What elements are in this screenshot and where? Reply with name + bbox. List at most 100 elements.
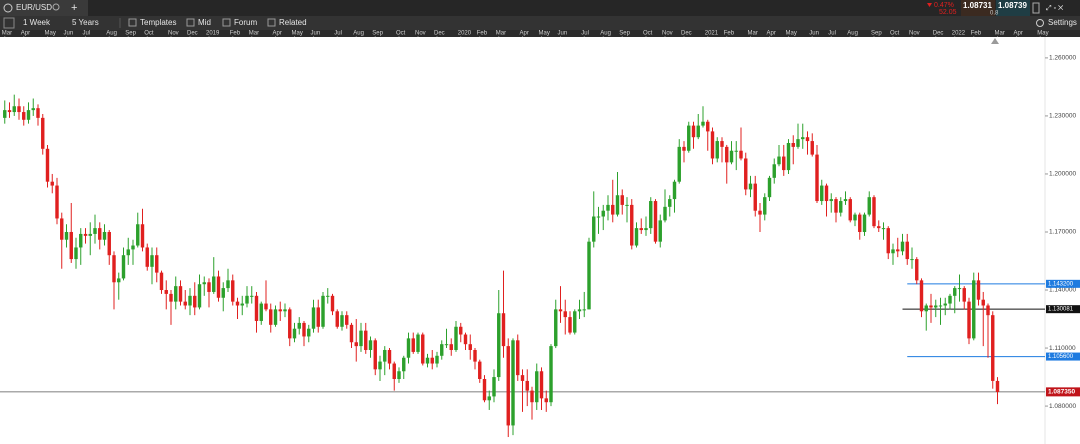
candle-body [202, 282, 206, 285]
level-label: 1.143200 [1048, 281, 1074, 287]
ask-box[interactable] [996, 0, 1030, 16]
candle-body [131, 245, 135, 250]
candle-body [93, 228, 97, 234]
candle-body [121, 255, 126, 279]
x-tick-label: Feb [971, 31, 982, 37]
candle-body [786, 143, 791, 171]
candle-body [159, 272, 164, 291]
candle-body [421, 334, 425, 364]
candle-body [896, 249, 900, 252]
candle-body [354, 342, 358, 347]
x-tick-label: Sep [619, 31, 630, 37]
candle-body [468, 344, 472, 350]
toolbar-item[interactable]: Related [279, 18, 307, 27]
y-tick-label: 1.170000 [1049, 229, 1076, 236]
candle-body [397, 371, 401, 380]
candle-body [881, 228, 886, 230]
candle-body [943, 303, 947, 306]
candle-body [820, 185, 824, 202]
candle-body [64, 231, 69, 240]
level-label: 1.105600 [1048, 354, 1074, 360]
candle-body [283, 309, 287, 312]
candle-body [953, 288, 957, 296]
candle-body [193, 295, 197, 308]
candle-body [777, 156, 781, 165]
candle-body [758, 210, 762, 215]
last-price-label: 1.087350 [1048, 389, 1075, 396]
candle-body [440, 344, 444, 356]
layout-icon[interactable] [1032, 2, 1040, 14]
candle-body [829, 199, 833, 202]
x-tick-label: Dec [681, 31, 692, 37]
toolbar-item[interactable]: Forum [234, 18, 257, 27]
candle-body [877, 226, 881, 229]
x-tick-label: May [786, 31, 797, 37]
toolbar-item[interactable]: Mid [198, 18, 211, 27]
candle-body [843, 199, 848, 202]
ask[interactable]: 1.08739 [998, 1, 1027, 10]
x-tick-label: Nov [415, 31, 426, 37]
candle-body [691, 125, 696, 138]
toolbar-item[interactable]: Templates [140, 18, 176, 27]
candle-body [549, 346, 553, 403]
candle-body [178, 286, 183, 302]
bid[interactable]: 1.08731 [963, 1, 992, 10]
item-icon[interactable] [267, 18, 276, 27]
candle-body [3, 110, 7, 118]
symbol-icon [3, 3, 13, 13]
window-controls[interactable]: ⤢ ▫ ✕ [1046, 5, 1064, 12]
x-tick-label: Jun [64, 31, 74, 37]
candle-body [962, 288, 966, 302]
candle-body [706, 121, 710, 132]
candle-body [292, 328, 297, 339]
candle-body [924, 305, 928, 312]
candle-body [972, 280, 976, 339]
candle-body [938, 305, 943, 307]
item-icon[interactable] [222, 18, 231, 27]
candle-body [696, 125, 700, 138]
candle-body [544, 398, 548, 403]
candle-body [288, 309, 292, 339]
item-icon[interactable] [186, 18, 195, 27]
candle-body [145, 247, 149, 267]
candle-body [682, 146, 686, 151]
candle-body [810, 141, 814, 155]
candle-body [36, 108, 40, 118]
x-tick-label: Mar [249, 31, 259, 37]
candle-body [615, 195, 620, 215]
date-marker [991, 38, 999, 44]
candle-body [744, 158, 748, 190]
candle-body [459, 326, 463, 335]
grid-icon[interactable] [3, 17, 15, 29]
add-tab[interactable]: + [71, 2, 77, 14]
candle-body [815, 154, 819, 202]
candle-body [620, 195, 624, 205]
x-tick-label: Nov [909, 31, 920, 37]
settings-icon[interactable] [1036, 19, 1044, 27]
x-tick-label: Sep [372, 31, 383, 37]
candle-body [383, 349, 387, 362]
candle-body [805, 137, 810, 142]
candle-body [791, 143, 795, 147]
item-icon[interactable] [128, 18, 137, 27]
candle-body [601, 210, 605, 217]
candle-body [102, 231, 107, 240]
candle-body [554, 309, 558, 347]
x-tick-label: 2022 [952, 31, 966, 37]
range[interactable]: 5 Years [72, 18, 99, 27]
candle-body [240, 303, 244, 306]
candle-body [763, 197, 767, 215]
interval[interactable]: 1 Week [23, 18, 51, 27]
candle-body [919, 280, 924, 312]
symbol[interactable]: EUR/USD [16, 3, 52, 12]
search-icon[interactable] [52, 3, 60, 11]
settings[interactable]: Settings [1048, 18, 1077, 27]
x-tick-label: May [292, 31, 303, 37]
candle-body [7, 110, 12, 113]
down-arrow [927, 3, 932, 7]
x-tick-label: Aug [353, 31, 364, 37]
bid-box[interactable] [961, 0, 995, 16]
candle-body [687, 125, 691, 151]
symbol-tab[interactable] [0, 0, 88, 16]
x-tick-label: Aug [847, 31, 858, 37]
